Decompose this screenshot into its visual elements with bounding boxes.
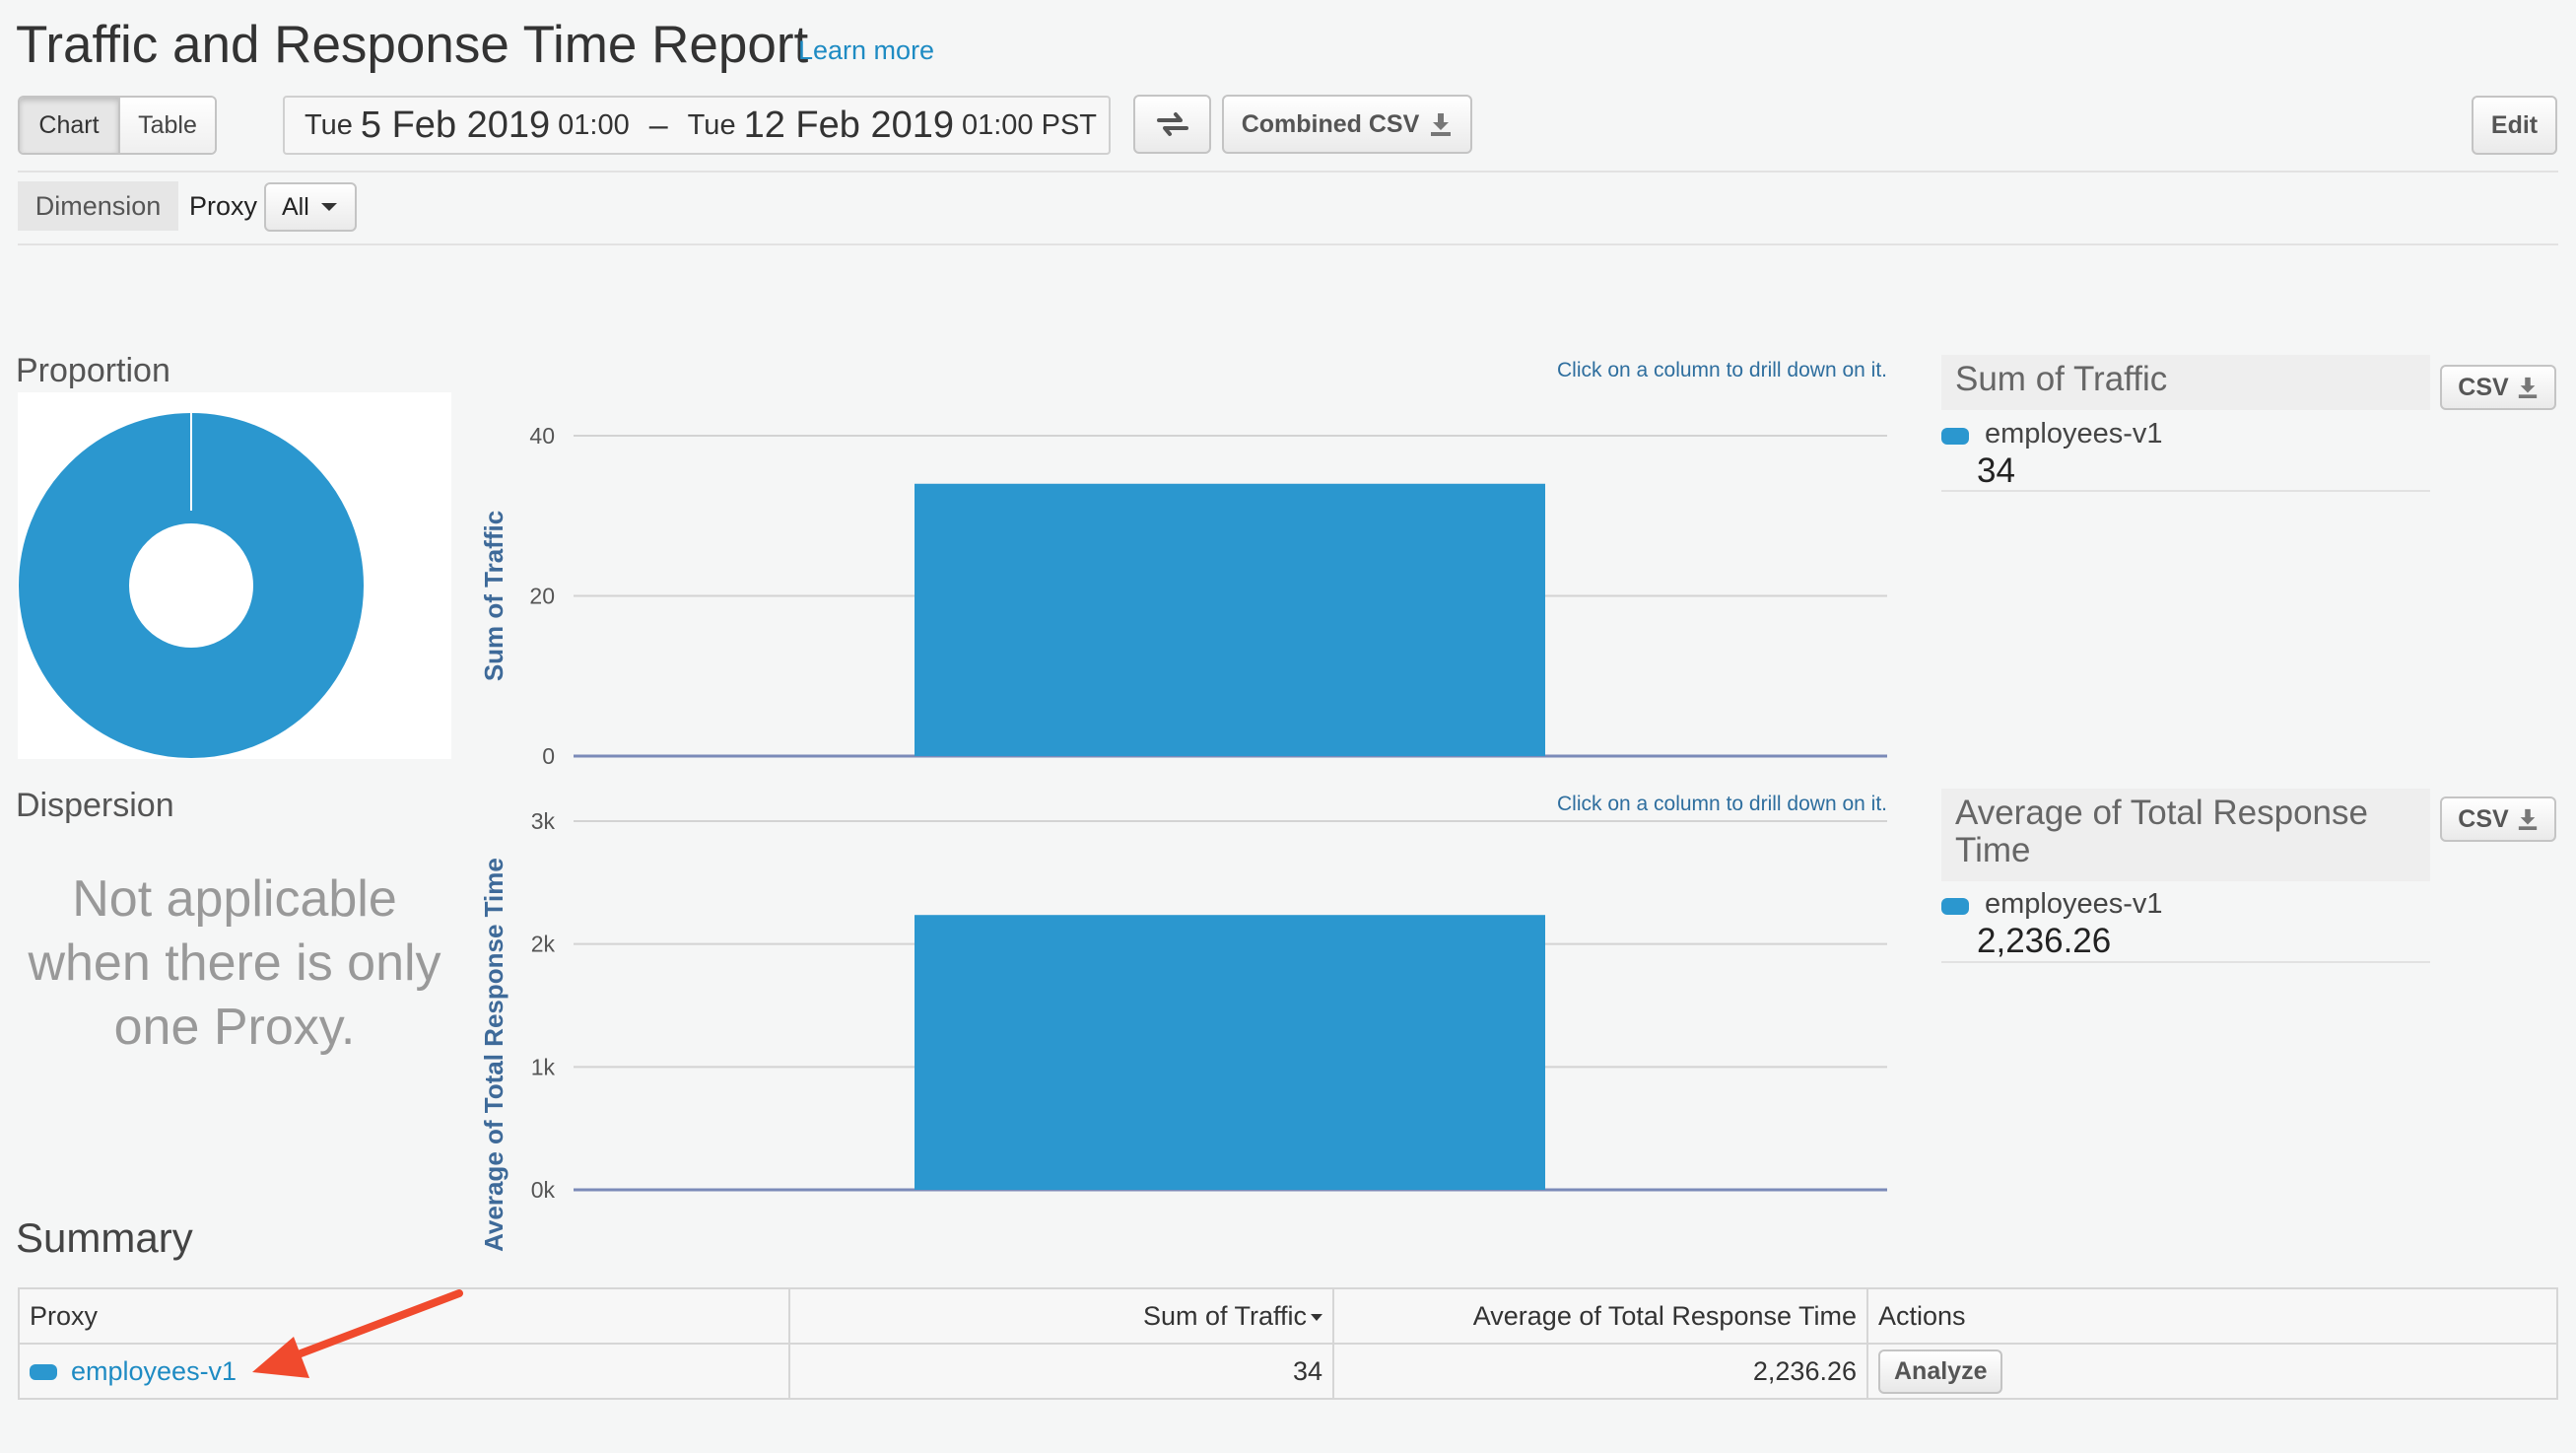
analyze-button[interactable]: Analyze (1878, 1349, 2003, 1394)
refresh-button[interactable] (1133, 95, 1211, 154)
end-day: Tue (687, 108, 736, 141)
tab-table[interactable]: Table (120, 98, 215, 153)
actions-cell: Analyze (1866, 1343, 2558, 1400)
edit-button[interactable]: Edit (2472, 96, 2557, 155)
date-range-picker[interactable]: Tue 5 Feb 2019 01:00 – Tue 12 Feb 2019 0… (283, 96, 1111, 155)
caret-down-icon (320, 203, 337, 211)
bar-employees-v1-1[interactable] (915, 915, 1545, 1190)
response-csv-label: CSV (2458, 804, 2509, 833)
start-time: 01:00 (558, 108, 630, 141)
sort-desc-icon (1311, 1313, 1322, 1321)
end-time: 01:00 PST (961, 108, 1098, 141)
dispersion-label: Dispersion (16, 787, 174, 824)
response-legend-divider (1941, 961, 2430, 963)
drill-down-hint-0: Click on a column to drill down on it. (1557, 359, 1887, 381)
y-tick-label-0-1: 20 (529, 584, 555, 609)
legend-swatch (30, 1364, 57, 1381)
page-title: Traffic and Response Time Report (16, 16, 809, 74)
combined-csv-label: Combined CSV (1241, 109, 1420, 138)
proportion-label: Proportion (16, 352, 170, 389)
y-tick-label-1-0: 0k (531, 1177, 556, 1203)
response-csv-button[interactable]: CSV (2440, 796, 2556, 842)
bar-employees-v1-0[interactable] (915, 483, 1545, 756)
dimension-label: Dimension (18, 181, 178, 231)
proportion-donut-chart (19, 412, 364, 758)
traffic-legend-series[interactable]: employees-v1 (1985, 418, 2163, 450)
y-axis-label-1: Average of Total Response Time (479, 858, 508, 1252)
download-icon (2518, 808, 2537, 830)
drill-down-hint-1: Click on a column to drill down on it. (1557, 793, 1887, 815)
response-cell: 2,236.26 (1332, 1343, 1868, 1400)
toolbar-divider (18, 171, 2558, 173)
legend-swatch (1941, 898, 1969, 915)
traffic-legend-value: 34 (1977, 451, 2015, 490)
download-icon (2518, 377, 2537, 398)
response-legend-value: 2,236.26 (1977, 922, 2112, 960)
traffic-legend-title: Sum of Traffic (1941, 355, 2430, 410)
traffic-csv-label: CSV (2458, 373, 2509, 401)
column-header-sum-of-traffic-label: Sum of Traffic (1142, 1300, 1307, 1331)
proxy-label: Proxy (189, 191, 258, 221)
y-tick-label-1-1: 1k (531, 1054, 556, 1079)
view-toggle: Chart Table (18, 96, 217, 155)
proportion-donut-panel (18, 392, 451, 759)
proxy-cell: employees-v1 (18, 1343, 790, 1400)
proxy-dropdown-value: All (282, 192, 309, 221)
traffic-cell: 34 (788, 1343, 1334, 1400)
column-header-actions: Actions (1866, 1287, 2558, 1345)
response-legend-title: Average of Total Response Time (1941, 789, 2430, 881)
table-row: employees-v1 34 2,236.26 Analyze (18, 1343, 2558, 1400)
start-date: 5 Feb 2019 (360, 104, 551, 146)
response-legend-series[interactable]: employees-v1 (1985, 888, 2163, 920)
column-header-average-response-time: Average of Total Response Time (1332, 1287, 1868, 1345)
refresh-icon (1156, 112, 1188, 136)
y-tick-label-0-2: 40 (529, 423, 555, 449)
start-day: Tue (305, 108, 353, 141)
filter-divider (18, 243, 2558, 245)
summary-title: Summary (16, 1214, 193, 1261)
end-date: 12 Feb 2019 (743, 104, 954, 146)
combined-csv-button[interactable]: Combined CSV (1222, 95, 1472, 154)
proxy-link[interactable]: employees-v1 (71, 1355, 237, 1386)
tab-chart[interactable]: Chart (20, 98, 120, 153)
annotation-arrow (252, 1289, 463, 1378)
y-tick-label-1-3: 3k (531, 808, 556, 834)
traffic-legend-divider (1941, 490, 2430, 492)
column-header-sum-of-traffic[interactable]: Sum of Traffic (788, 1287, 1334, 1345)
traffic-csv-button[interactable]: CSV (2440, 365, 2556, 410)
proxy-dropdown[interactable]: All (264, 182, 357, 232)
legend-swatch (1941, 428, 1969, 445)
download-icon (1431, 113, 1452, 136)
date-separator: – (648, 105, 668, 144)
dispersion-message: Not applicable when there is only one Pr… (28, 870, 441, 1056)
y-axis-label-0: Sum of Traffic (479, 511, 508, 681)
y-tick-label-0-0: 0 (542, 743, 555, 769)
y-tick-label-1-2: 2k (531, 932, 556, 957)
learn-more-link[interactable]: Learn more (798, 35, 935, 65)
